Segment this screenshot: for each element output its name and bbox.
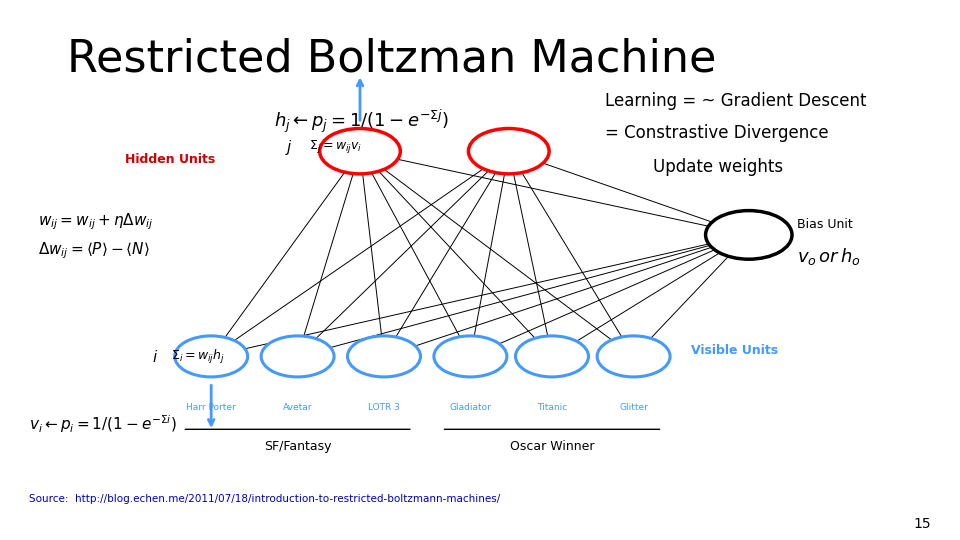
Text: Oscar Winner: Oscar Winner xyxy=(510,440,594,453)
Circle shape xyxy=(348,336,420,377)
Text: Source:  http://blog.echen.me/2011/07/18/introduction-to-restricted-boltzmann-ma: Source: http://blog.echen.me/2011/07/18/… xyxy=(29,495,500,504)
Text: Glitter: Glitter xyxy=(619,403,648,412)
Text: Restricted Boltzman Machine: Restricted Boltzman Machine xyxy=(67,38,716,81)
Text: Bias Unit: Bias Unit xyxy=(797,218,852,231)
Text: $\Sigma_j=w_{ij}v_i$: $\Sigma_j=w_{ij}v_i$ xyxy=(309,138,363,156)
Text: Update weights: Update weights xyxy=(653,158,783,177)
Text: Harr Porter: Harr Porter xyxy=(186,403,236,412)
Text: Visible Units: Visible Units xyxy=(691,345,779,357)
Text: $j$: $j$ xyxy=(285,138,293,157)
Text: Avetar: Avetar xyxy=(283,403,312,412)
Text: $\Delta w_{ij}=\langle P\rangle-\langle N\rangle$: $\Delta w_{ij}=\langle P\rangle-\langle … xyxy=(38,241,150,261)
Circle shape xyxy=(597,336,670,377)
Circle shape xyxy=(261,336,334,377)
Circle shape xyxy=(175,336,248,377)
Text: $w_{ij}=w_{ij}+\eta\Delta w_{ij}$: $w_{ij}=w_{ij}+\eta\Delta w_{ij}$ xyxy=(38,211,154,232)
Text: Hidden Units: Hidden Units xyxy=(125,153,215,166)
Text: $i$: $i$ xyxy=(153,349,158,366)
Text: Learning = ~ Gradient Descent: Learning = ~ Gradient Descent xyxy=(605,92,866,110)
Text: SF/Fantasy: SF/Fantasy xyxy=(264,440,331,453)
Text: $v_o\, or\, h_o$: $v_o\, or\, h_o$ xyxy=(797,246,860,267)
Text: Gladiator: Gladiator xyxy=(449,403,492,412)
Circle shape xyxy=(434,336,507,377)
Text: = Constrastive Divergence: = Constrastive Divergence xyxy=(605,124,828,142)
Text: $h_j\leftarrow p_j=1/(1-e^{-\Sigma j})$: $h_j\leftarrow p_j=1/(1-e^{-\Sigma j})$ xyxy=(274,108,448,136)
Circle shape xyxy=(468,129,549,174)
Circle shape xyxy=(516,336,588,377)
Text: Titanic: Titanic xyxy=(537,403,567,412)
Text: $v_i\leftarrow p_i=1/(1-e^{-\Sigma i})$: $v_i\leftarrow p_i=1/(1-e^{-\Sigma i})$ xyxy=(29,413,177,435)
Circle shape xyxy=(320,129,400,174)
Text: LOTR 3: LOTR 3 xyxy=(368,403,400,412)
Circle shape xyxy=(706,211,792,259)
Text: $\Sigma_i=w_{ij}h_j$: $\Sigma_i=w_{ij}h_j$ xyxy=(171,348,225,367)
Text: 15: 15 xyxy=(914,517,931,531)
